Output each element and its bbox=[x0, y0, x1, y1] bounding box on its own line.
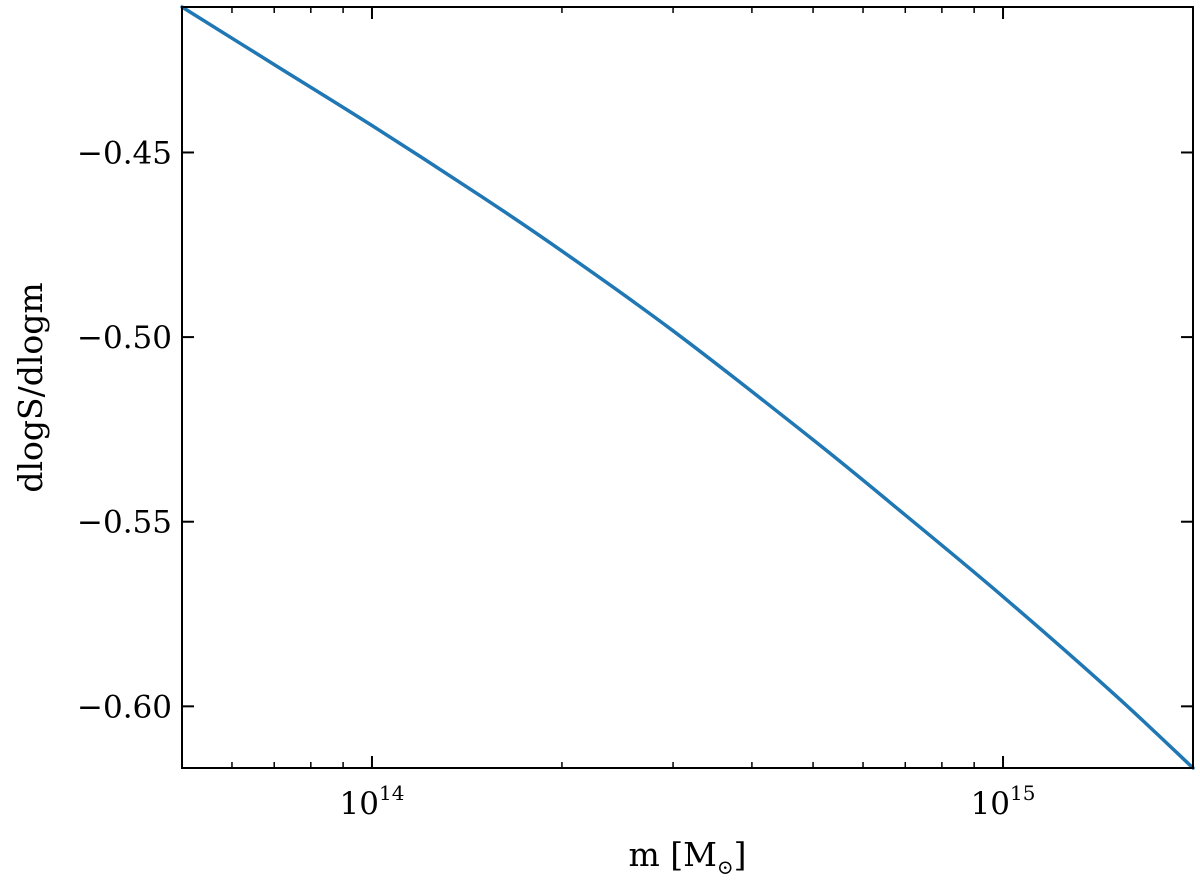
x-axis-label: m [M⊙] bbox=[628, 835, 746, 879]
y-tick-label: −0.55 bbox=[77, 505, 172, 541]
x-axis-ticks: 1014 1015 bbox=[231, 7, 1036, 822]
y-axis-ticks: −0.45 −0.50 −0.55 −0.60 bbox=[77, 135, 1193, 725]
y-tick-label: −0.60 bbox=[77, 689, 172, 725]
y-tick-label: −0.50 bbox=[77, 320, 172, 356]
x-tick-label: 1015 bbox=[971, 781, 1036, 822]
x-axis-label-subscript: ⊙ bbox=[717, 855, 734, 879]
series-line bbox=[180, 5, 1195, 770]
x-axis-label-main: m [M bbox=[628, 835, 716, 874]
x-tick-label-base: 10 bbox=[971, 786, 1010, 822]
x-tick-label-base: 10 bbox=[340, 786, 379, 822]
series-group bbox=[180, 5, 1195, 770]
x-axis-label-close: ] bbox=[734, 835, 747, 874]
x-tick-label-exponent: 15 bbox=[1010, 781, 1035, 805]
y-axis-label: dlogS/dlogm bbox=[11, 282, 50, 492]
x-tick-label: 1014 bbox=[340, 781, 405, 822]
plot-frame bbox=[181, 6, 1194, 769]
y-tick-label: −0.45 bbox=[77, 135, 172, 171]
x-tick-label-exponent: 14 bbox=[379, 781, 404, 805]
